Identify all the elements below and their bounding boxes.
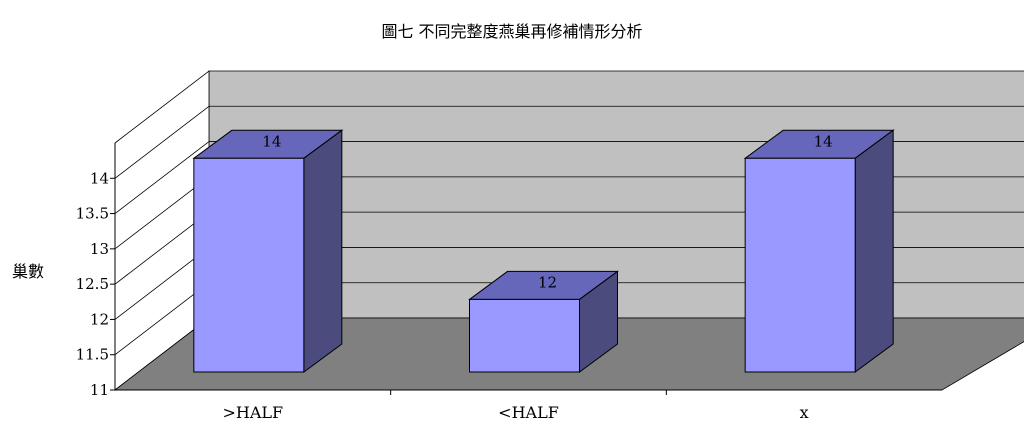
bar-front xyxy=(469,298,580,373)
data-label: 12 xyxy=(538,273,557,291)
y-axis-label: 巢數 xyxy=(12,262,45,281)
y-tick-label: 11 xyxy=(90,381,109,399)
x-tick-label: >HALF xyxy=(223,403,284,422)
bar-1 xyxy=(467,270,620,373)
x-tick-label: <HALF xyxy=(498,403,559,422)
y-tick-label: 13.5 xyxy=(76,205,109,223)
gridline-side xyxy=(114,141,210,214)
chart-labels: 11 11.5 12 12.5 13 13.5 14 14 >HALF 12 <HALF 14 x xyxy=(76,132,833,422)
bar-front xyxy=(744,157,856,373)
gridline-side xyxy=(114,105,210,179)
bar-side xyxy=(303,129,343,373)
y-tick-label: 14 xyxy=(90,169,109,187)
y-tick-label: 13 xyxy=(90,240,109,258)
x-tick-label: x xyxy=(800,403,809,422)
y-tick-label: 11.5 xyxy=(76,346,109,364)
bar-side xyxy=(854,129,894,373)
bar-0 xyxy=(192,129,344,373)
bars xyxy=(192,129,895,373)
bar-2 xyxy=(743,129,895,373)
y-tick-label: 12 xyxy=(90,310,109,328)
data-label: 14 xyxy=(814,132,833,150)
y-tick-label: 12.5 xyxy=(76,275,109,293)
data-label: 14 xyxy=(262,132,281,150)
chart-title: 圖七 不同完整度燕巢再修補情形分析 xyxy=(381,22,643,41)
axes xyxy=(110,143,942,395)
bar-front xyxy=(193,157,305,373)
